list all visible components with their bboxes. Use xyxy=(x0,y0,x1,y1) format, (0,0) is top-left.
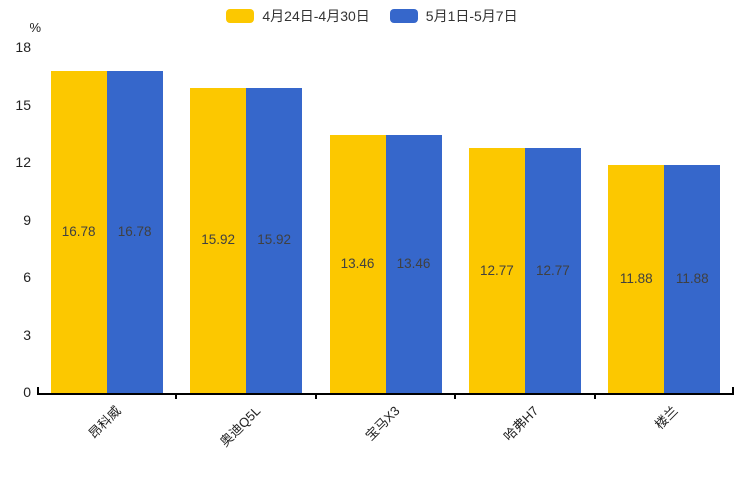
bar-value-label: 15.92 xyxy=(257,232,291,248)
x-axis-tick xyxy=(593,395,596,399)
legend: 4月24日-4月30日 5月1日-5月7日 xyxy=(0,6,744,26)
bar-value-label: 13.46 xyxy=(396,256,431,271)
bar xyxy=(468,148,525,393)
legend-swatch-week2-icon xyxy=(389,9,418,23)
bar xyxy=(246,87,303,393)
bar-value-label: 16.78 xyxy=(117,224,152,240)
y-axis-unit-label: % xyxy=(29,20,41,35)
bar xyxy=(664,165,721,393)
category-label: 哈弗H7 xyxy=(500,403,542,444)
y-tick-label: 0 xyxy=(23,384,31,400)
legend-label-week1: 4月24日-4月30日 xyxy=(262,8,370,24)
bar xyxy=(329,135,386,393)
y-tick-label: 6 xyxy=(23,269,31,285)
bar-value-label: 12.77 xyxy=(535,262,570,278)
y-tick-label: 18 xyxy=(15,39,31,55)
x-axis-tick xyxy=(175,395,178,399)
bar-value-label: 11.88 xyxy=(619,271,653,287)
bar-value-label: 13.46 xyxy=(340,256,375,271)
bar-value-label: 12.77 xyxy=(479,262,514,278)
bar xyxy=(190,87,247,393)
bar-value-label: 16.78 xyxy=(61,224,96,240)
legend-swatch-week1-icon xyxy=(226,9,255,23)
x-axis-end-tick xyxy=(732,387,734,395)
bar-value-label: 15.92 xyxy=(201,232,235,248)
category-label: 奥迪Q5L xyxy=(216,403,263,450)
x-axis-line xyxy=(37,393,734,395)
y-tick-label: 15 xyxy=(15,96,31,113)
bar xyxy=(106,71,163,393)
x-axis-tick xyxy=(314,395,317,399)
x-axis-end-tick xyxy=(37,387,39,395)
category-label: 楼兰 xyxy=(652,403,682,433)
category-label: 昂科威 xyxy=(85,403,124,442)
bar xyxy=(385,135,442,393)
y-tick-label: 9 xyxy=(23,211,31,228)
x-axis-tick xyxy=(454,395,457,399)
legend-item-week2[interactable]: 5月1日-5月7日 xyxy=(389,6,518,26)
category-label: 宝马X3 xyxy=(361,403,403,444)
bar xyxy=(50,71,107,393)
legend-label-week2: 5月1日-5月7日 xyxy=(425,8,518,24)
y-tick-label: 3 xyxy=(23,326,31,343)
legend-item-week1[interactable]: 4月24日-4月30日 xyxy=(226,6,370,26)
y-tick-label: 12 xyxy=(15,154,31,170)
bar-value-label: 11.88 xyxy=(675,271,709,287)
bar xyxy=(524,148,581,393)
bar xyxy=(608,165,665,393)
